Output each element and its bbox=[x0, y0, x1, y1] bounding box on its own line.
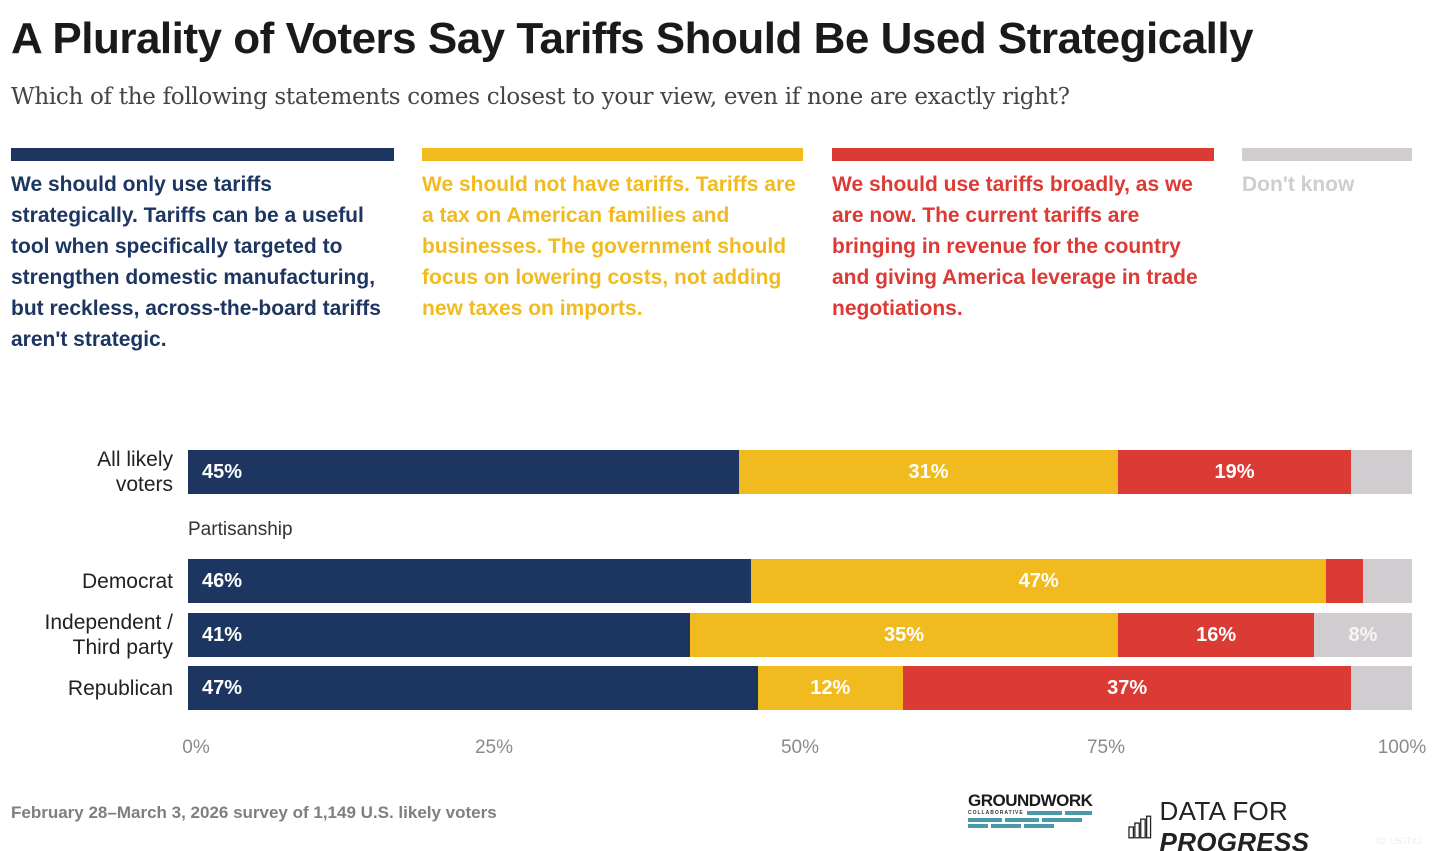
legend-label: We should use tariffs broadly, as we are… bbox=[832, 173, 1198, 320]
row-label-line: Republican bbox=[67, 676, 173, 700]
bar-segment-dont-know bbox=[1351, 666, 1412, 710]
data-label: 31% bbox=[908, 460, 949, 483]
data-label: 41% bbox=[202, 623, 243, 646]
bar-segment-dont-know bbox=[1363, 559, 1412, 603]
legend-label: We should not have tariffs. Tariffs are … bbox=[422, 173, 796, 320]
bar-segment-strategic: 47% bbox=[188, 666, 758, 710]
bar-segment-strategic: 45% bbox=[188, 450, 739, 494]
logo-brick bbox=[1026, 811, 1062, 815]
chart-title: A Plurality of Voters Say Tariffs Should… bbox=[11, 14, 1254, 63]
groundwork-logo: GROUNDWORK COLLABORATIVE bbox=[968, 791, 1093, 828]
row-label-line: Democrat bbox=[81, 569, 173, 593]
chart-id: ID: U6JTXJ bbox=[1376, 836, 1423, 846]
row-label: All likely voters bbox=[97, 447, 173, 497]
logo-brick bbox=[968, 824, 988, 828]
legend-item-no-tariffs: We should not have tariffs. Tariffs are … bbox=[422, 148, 803, 324]
data-label: 46% bbox=[202, 569, 243, 592]
row-label-line: Third party bbox=[72, 636, 173, 659]
legend-label: We should only use tariffs strategically… bbox=[11, 173, 381, 351]
x-tick-label: 75% bbox=[1086, 737, 1126, 758]
dfp-logo-text: DATA FOR bbox=[1159, 796, 1289, 826]
bar-segment-dont-know: 8% bbox=[1314, 613, 1412, 657]
groundwork-logo-text: GROUNDWORK bbox=[968, 791, 1093, 810]
row-label: Democrat bbox=[82, 569, 173, 594]
bar-chart-icon bbox=[1128, 815, 1152, 839]
data-label: 37% bbox=[1107, 676, 1148, 699]
x-tick-label: 100% bbox=[1377, 737, 1427, 758]
bar-segment-no-tariffs: 31% bbox=[738, 450, 1119, 494]
logo-brick bbox=[1064, 811, 1092, 815]
data-label: 8% bbox=[1348, 623, 1378, 646]
bar-segment-broadly: 19% bbox=[1118, 450, 1351, 494]
x-axis: 0% 25% 50% 75% 100% bbox=[182, 737, 1426, 761]
x-tick-label: 0% bbox=[182, 737, 210, 758]
bar-row-all-likely-voters: 45% 31% 19% bbox=[188, 450, 1412, 494]
logo-brick bbox=[1042, 818, 1082, 822]
bar-row-independent-third-party: 41% 35% 16% 8% bbox=[188, 613, 1412, 657]
chart-subtitle: Which of the following statements comes … bbox=[11, 84, 1070, 110]
data-label: 45% bbox=[202, 460, 243, 483]
data-label: 12% bbox=[810, 676, 851, 699]
bar-segment-broadly: 16% bbox=[1118, 613, 1315, 657]
data-label: 47% bbox=[202, 676, 243, 699]
legend-item-dont-know: Don't know bbox=[1242, 148, 1412, 200]
bar-segment-strategic: 41% bbox=[188, 613, 690, 657]
source-note: February 28–March 3, 2026 survey of 1,14… bbox=[11, 803, 497, 822]
row-label-line: All likely bbox=[97, 448, 173, 471]
bar-row-democrat: 46% 47% bbox=[188, 559, 1412, 603]
data-label: 47% bbox=[1018, 569, 1059, 592]
logo-brick bbox=[991, 824, 1021, 828]
legend-swatch bbox=[1242, 148, 1412, 161]
row-label-line: Independent / bbox=[44, 611, 173, 634]
legend-swatch bbox=[422, 148, 803, 161]
legend-swatch bbox=[832, 148, 1214, 161]
legend-label: Don't know bbox=[1242, 173, 1355, 196]
bar-segment-strategic: 46% bbox=[188, 559, 752, 603]
row-label: Independent / Third party bbox=[45, 610, 173, 660]
bar-segment-broadly: 37% bbox=[903, 666, 1352, 710]
data-label: 35% bbox=[884, 623, 925, 646]
group-label-partisanship: Partisanship bbox=[188, 519, 293, 540]
row-label: Republican bbox=[68, 676, 173, 701]
dfp-logo-bold: PROGRESS bbox=[1159, 827, 1310, 851]
x-tick-label: 50% bbox=[780, 737, 820, 758]
data-label: 19% bbox=[1214, 460, 1255, 483]
x-tick-label: 25% bbox=[474, 737, 514, 758]
bar-segment-no-tariffs: 47% bbox=[751, 559, 1327, 603]
bar-row-republican: 47% 12% 37% bbox=[188, 666, 1412, 710]
data-for-progress-logo: DATA FOR PROGRESS bbox=[1128, 796, 1440, 851]
logo-brick bbox=[1024, 824, 1054, 828]
bar-segment-no-tariffs: 35% bbox=[689, 613, 1119, 657]
data-label: 16% bbox=[1196, 623, 1237, 646]
groundwork-logo-subtext: COLLABORATIVE bbox=[968, 810, 1024, 816]
logo-brick bbox=[1005, 818, 1039, 822]
legend-item-strategic: We should only use tariffs strategically… bbox=[11, 148, 394, 355]
logo-brick bbox=[968, 818, 1002, 822]
legend-swatch bbox=[11, 148, 394, 161]
legend-item-broadly: We should use tariffs broadly, as we are… bbox=[832, 148, 1214, 324]
bar-segment-no-tariffs: 12% bbox=[757, 666, 903, 710]
bar-segment-broadly bbox=[1326, 559, 1364, 603]
bar-segment-dont-know bbox=[1350, 450, 1412, 494]
row-label-line: voters bbox=[115, 473, 173, 496]
